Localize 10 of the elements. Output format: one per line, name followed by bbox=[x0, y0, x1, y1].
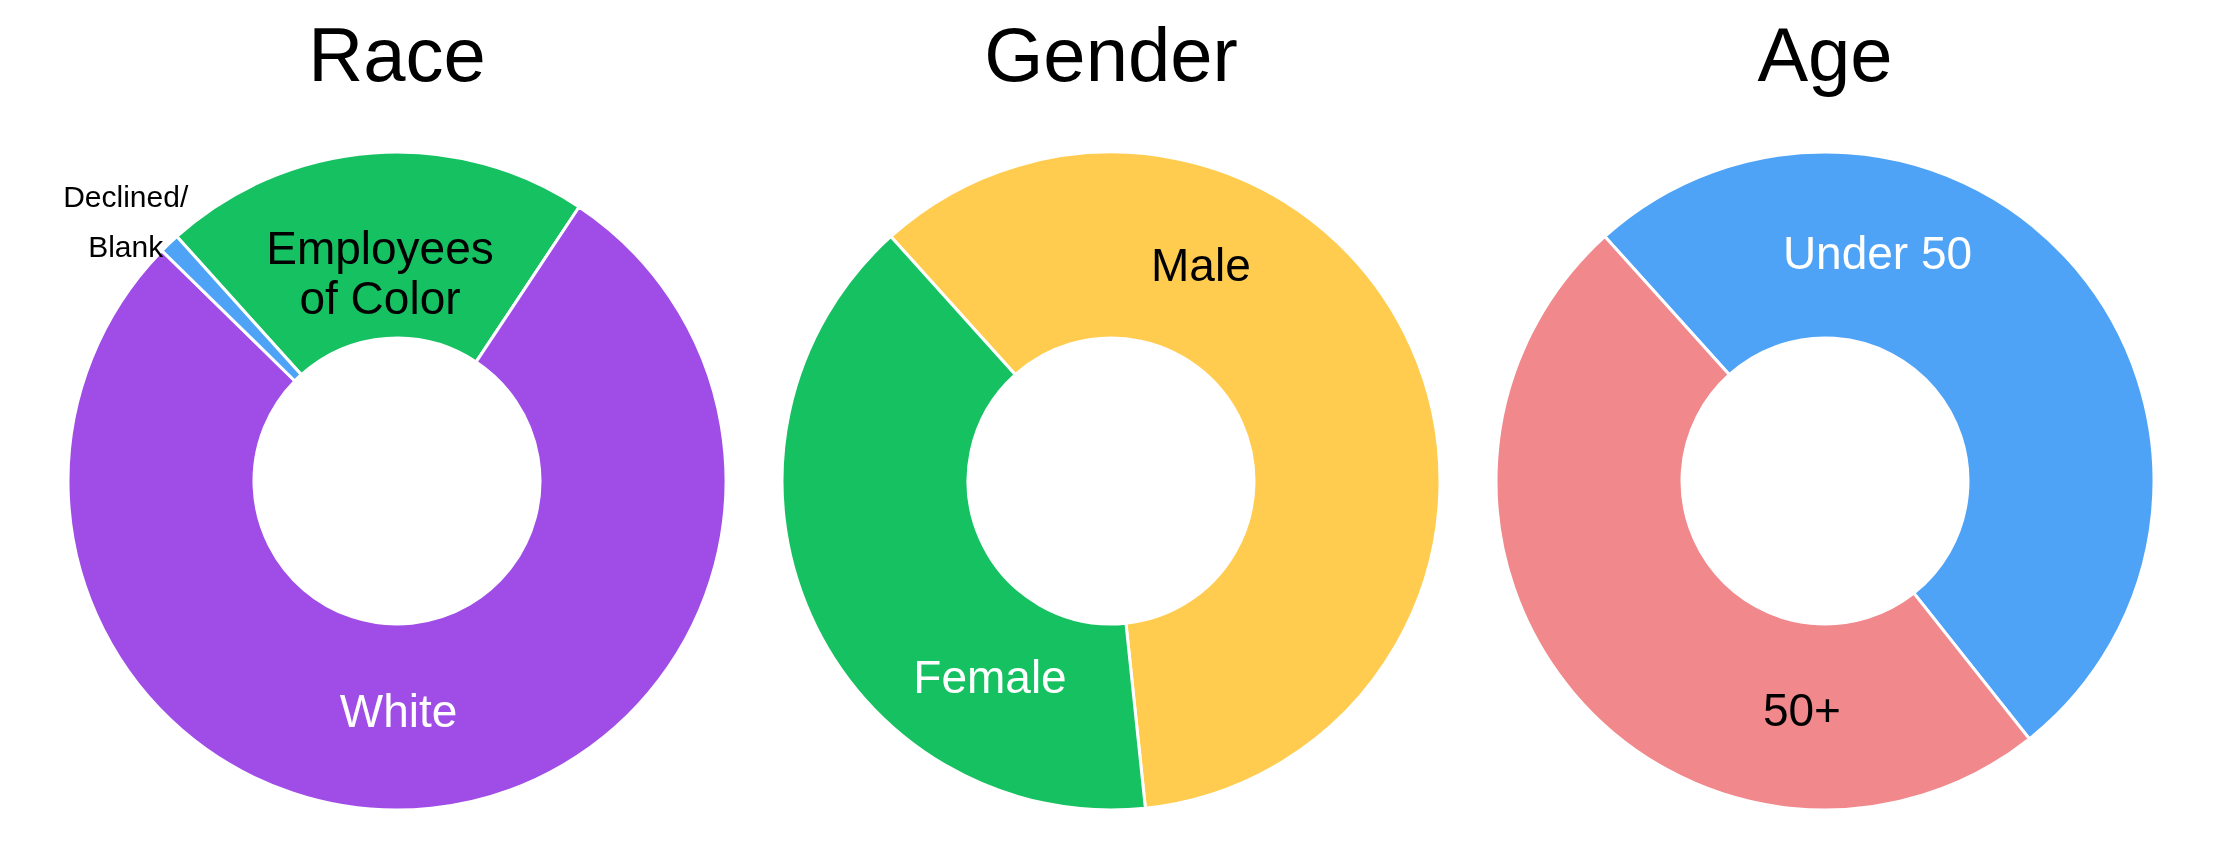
slice-label: White bbox=[339, 684, 458, 737]
chart-title: Age bbox=[1757, 12, 1893, 97]
slice-label: Under 50 bbox=[1782, 227, 1973, 280]
slice-label: Employees of Color bbox=[266, 221, 494, 324]
slice-label: 50+ bbox=[1762, 683, 1841, 736]
slice-label: Declined/Blank bbox=[63, 180, 189, 264]
chart-title: Race bbox=[308, 12, 486, 97]
slice-label: Male bbox=[1151, 239, 1251, 292]
slice-label: Female bbox=[913, 650, 1067, 703]
chart-title: Gender bbox=[984, 12, 1238, 97]
